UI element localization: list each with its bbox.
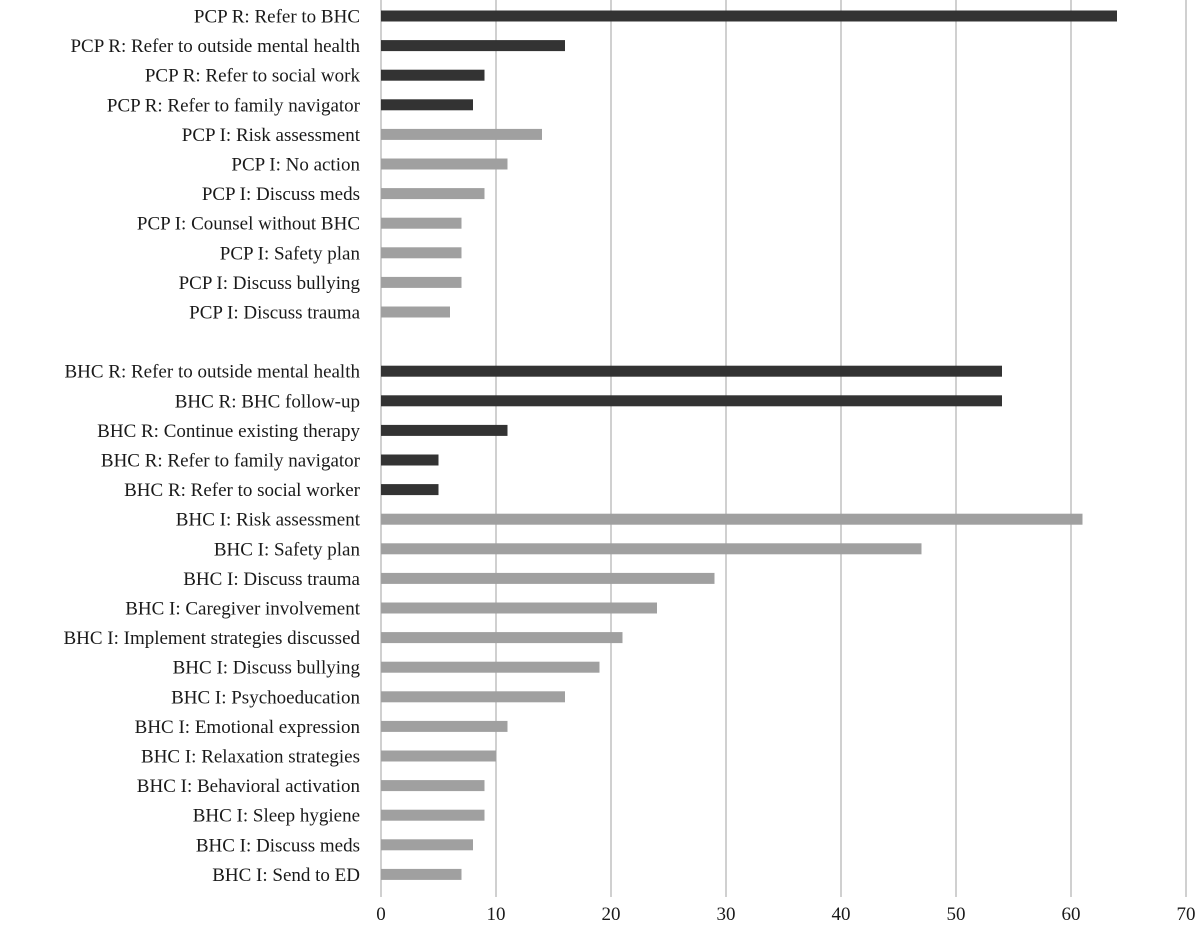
bar bbox=[381, 720, 508, 732]
category-label: PCP I: Safety plan bbox=[220, 243, 361, 264]
x-tick-label: 10 bbox=[487, 904, 506, 925]
x-tick-label: 60 bbox=[1062, 904, 1081, 925]
category-labels: PCP R: Refer to BHC PCP R: Refer to outsi… bbox=[63, 7, 360, 886]
category-label: PCP I: Discuss meds bbox=[202, 184, 360, 205]
bar bbox=[381, 128, 542, 140]
gridlines bbox=[380, 0, 1187, 897]
category-label: BHC I: Caregiver involvement bbox=[125, 599, 361, 620]
x-tick-label: 50 bbox=[947, 904, 966, 925]
category-label: BHC I: Safety plan bbox=[214, 539, 361, 560]
bar bbox=[381, 780, 485, 792]
category-label: BHC I: Psychoeducation bbox=[171, 687, 360, 708]
bar bbox=[381, 750, 496, 762]
x-tick-label: 40 bbox=[832, 904, 851, 925]
bar bbox=[381, 247, 462, 259]
bar bbox=[381, 513, 1083, 525]
category-label: BHC I: Behavioral activation bbox=[137, 776, 361, 797]
category-label: BHC I: Implement strategies discussed bbox=[63, 628, 360, 649]
bar bbox=[381, 69, 485, 81]
bar bbox=[381, 632, 623, 644]
category-label: BHC I: Sleep hygiene bbox=[193, 806, 360, 827]
category-label: BHC R: Continue existing therapy bbox=[97, 421, 360, 442]
bar bbox=[381, 839, 473, 851]
bar bbox=[381, 306, 450, 318]
category-label: PCP I: Discuss trauma bbox=[189, 303, 360, 324]
category-label: PCP R: Refer to BHC bbox=[194, 7, 360, 28]
bar bbox=[381, 868, 462, 880]
bar bbox=[381, 99, 473, 111]
category-label: BHC I: Discuss bullying bbox=[173, 658, 361, 679]
category-label: BHC I: Emotional expression bbox=[135, 717, 361, 738]
x-tick-label: 70 bbox=[1177, 904, 1196, 925]
bar bbox=[381, 602, 657, 614]
bar bbox=[381, 484, 439, 496]
category-label: PCP I: No action bbox=[231, 155, 360, 176]
x-tick-label: 30 bbox=[717, 904, 736, 925]
bar bbox=[381, 543, 922, 555]
bar bbox=[381, 40, 565, 52]
bar bbox=[381, 276, 462, 288]
bar bbox=[381, 809, 485, 821]
bar bbox=[381, 10, 1117, 22]
category-label: BHC I: Discuss meds bbox=[196, 835, 360, 856]
x-axis-tick-labels: 0 10 20 30 40 50 60 70 bbox=[376, 904, 1195, 925]
category-label: PCP I: Counsel without BHC bbox=[137, 214, 360, 235]
category-label: PCP R: Refer to outside mental health bbox=[70, 36, 360, 57]
bar bbox=[381, 661, 600, 673]
category-label: PCP R: Refer to family navigator bbox=[107, 95, 361, 116]
x-tick-label: 0 bbox=[376, 904, 386, 925]
category-label: PCP I: Risk assessment bbox=[182, 125, 361, 146]
category-label: PCP R: Refer to social work bbox=[145, 66, 361, 87]
category-label: BHC I: Discuss trauma bbox=[183, 569, 360, 590]
bar bbox=[381, 691, 565, 703]
category-label: BHC R: Refer to social worker bbox=[124, 480, 361, 501]
bar bbox=[381, 395, 1002, 407]
category-label: BHC I: Risk assessment bbox=[176, 510, 361, 531]
bar bbox=[381, 158, 508, 170]
bar bbox=[381, 572, 715, 584]
bars bbox=[381, 10, 1117, 880]
bar bbox=[381, 188, 485, 200]
category-label: PCP I: Discuss bullying bbox=[179, 273, 361, 294]
category-label: BHC I: Relaxation strategies bbox=[141, 747, 360, 768]
bar bbox=[381, 217, 462, 229]
category-label: BHC I: Send to ED bbox=[212, 865, 360, 886]
bar bbox=[381, 454, 439, 466]
bar bbox=[381, 424, 508, 436]
category-label: BHC R: Refer to family navigator bbox=[101, 451, 361, 472]
category-label: BHC R: Refer to outside mental health bbox=[64, 362, 360, 383]
bar bbox=[381, 365, 1002, 377]
category-label: BHC R: BHC follow-up bbox=[175, 391, 360, 412]
x-tick-label: 20 bbox=[602, 904, 621, 925]
